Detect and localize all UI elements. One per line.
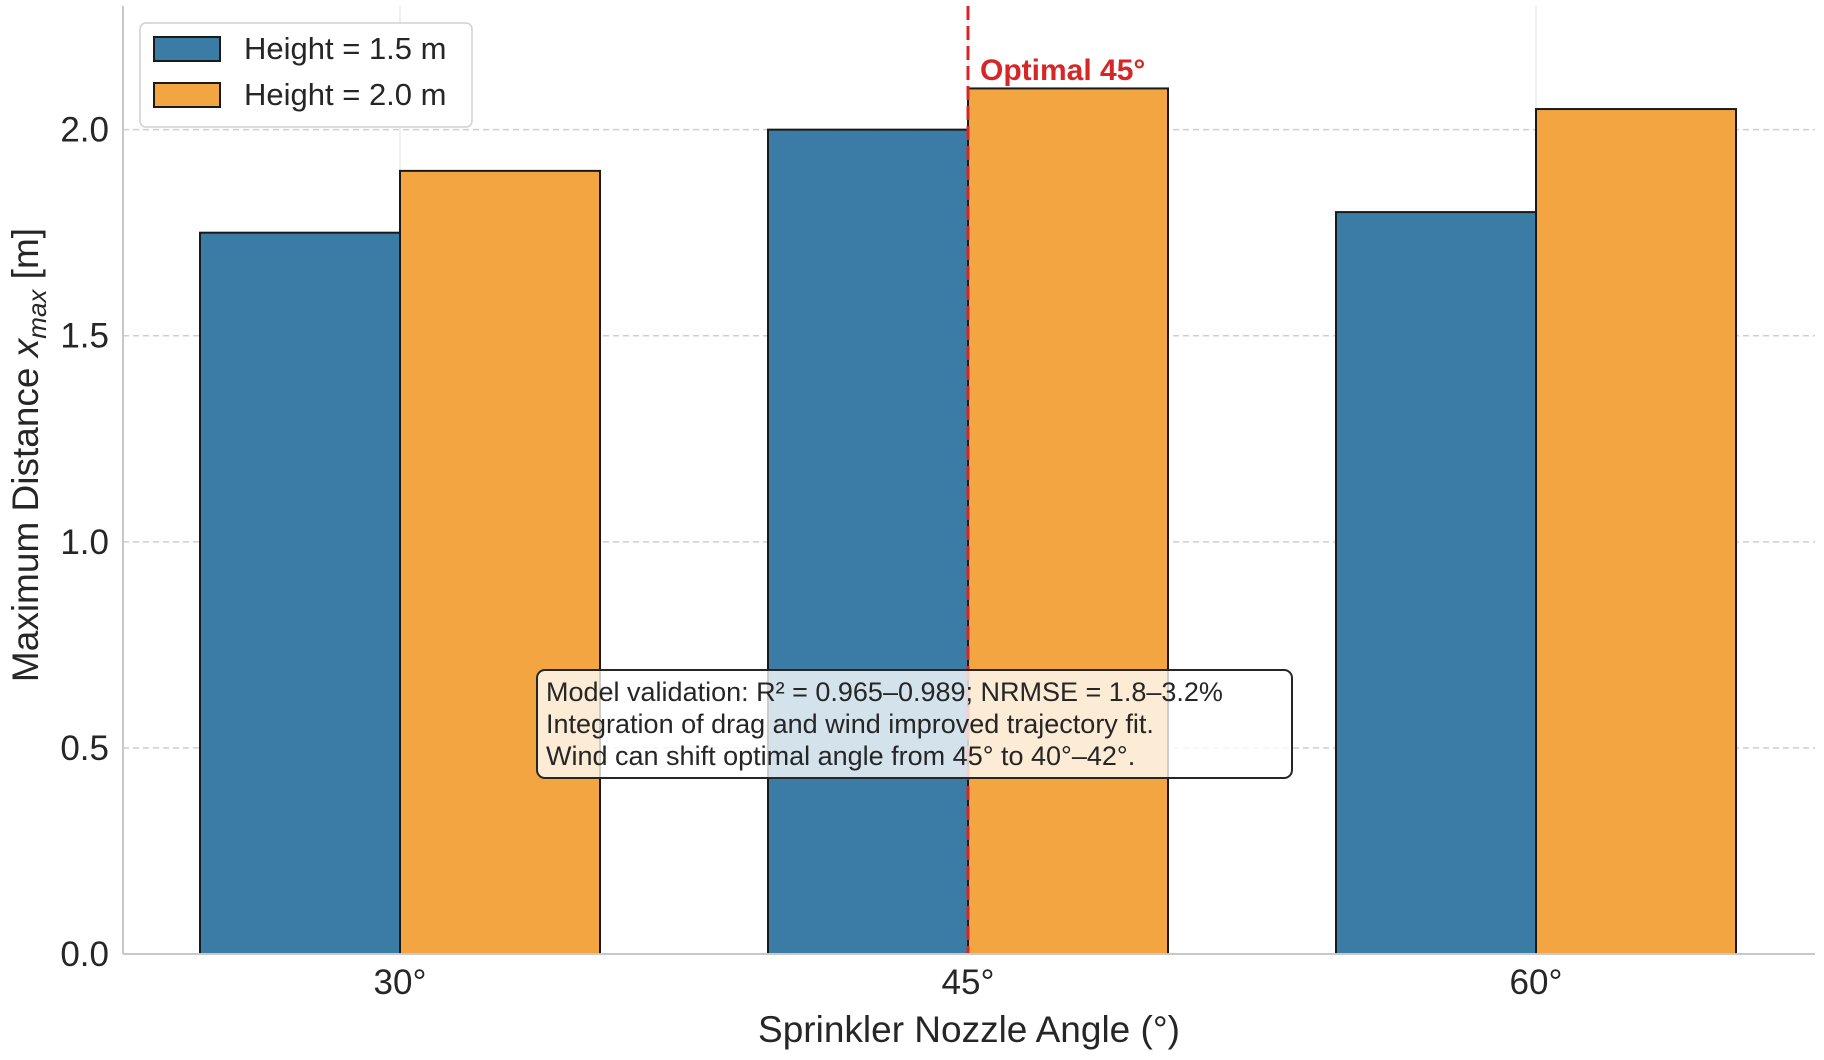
axes	[122, 6, 1815, 955]
x-tick-labels: 30° 45° 60°	[374, 963, 1563, 1002]
bar-height-1-5-30deg	[199, 231, 401, 955]
y-tick-label: 1.0	[60, 523, 109, 562]
annotation-box: Model validation: R² = 0.965–0.989; NRMS…	[536, 669, 1293, 779]
bars	[199, 87, 1737, 956]
legend-frame	[139, 22, 473, 128]
bar-height-1-5-45deg	[767, 128, 969, 956]
y-tick-label: 0.0	[60, 935, 109, 974]
y-axis-label-subscript: max	[22, 289, 52, 339]
annotation-line-1: Model validation: R² = 0.965–0.989; NRMS…	[546, 677, 1223, 707]
reference-line-group: Optimal 45°	[966, 6, 1145, 954]
legend-swatch-height-2-0	[153, 82, 221, 108]
bar-height-1-5-60deg	[1335, 211, 1537, 955]
y-tick-label: 2.0	[60, 111, 109, 150]
x-axis-label: Sprinkler Nozzle Angle (°)	[758, 1009, 1180, 1050]
optimal-angle-label: Optimal 45°	[980, 54, 1145, 87]
x-tick-label: 45°	[942, 963, 995, 1002]
legend-label-height-2-0: Height = 2.0 m	[244, 77, 446, 112]
y-tick-labels: 0.0 0.5 1.0 1.5 2.0	[60, 111, 109, 974]
bar-height-2-0-30deg	[399, 169, 601, 955]
x-tick-label: 30°	[374, 963, 427, 1002]
y-axis-label-var: x	[5, 337, 46, 359]
y-tick-label: 0.5	[60, 729, 109, 768]
legend-label-height-1-5: Height = 1.5 m	[244, 31, 446, 66]
y-tick-label: 1.5	[60, 317, 109, 356]
annotation-line-2: Integration of drag and wind improved tr…	[546, 709, 1154, 739]
legend: Height = 1.5 m Height = 2.0 m	[139, 22, 473, 128]
y-axis-label: Maximum Distance xmax [m]	[5, 228, 52, 682]
y-axis-label-unit: [m]	[5, 228, 46, 290]
annotation-line-3: Wind can shift optimal angle from 45° to…	[546, 741, 1135, 771]
annotation-frame	[536, 669, 1293, 779]
x-tick-label: 60°	[1510, 963, 1563, 1002]
y-axis-label-main: Maximum Distance	[5, 357, 46, 682]
bar-height-2-0-45deg	[967, 87, 1169, 956]
legend-swatch-height-1-5	[153, 36, 221, 62]
bar-height-2-0-60deg	[1535, 108, 1737, 956]
